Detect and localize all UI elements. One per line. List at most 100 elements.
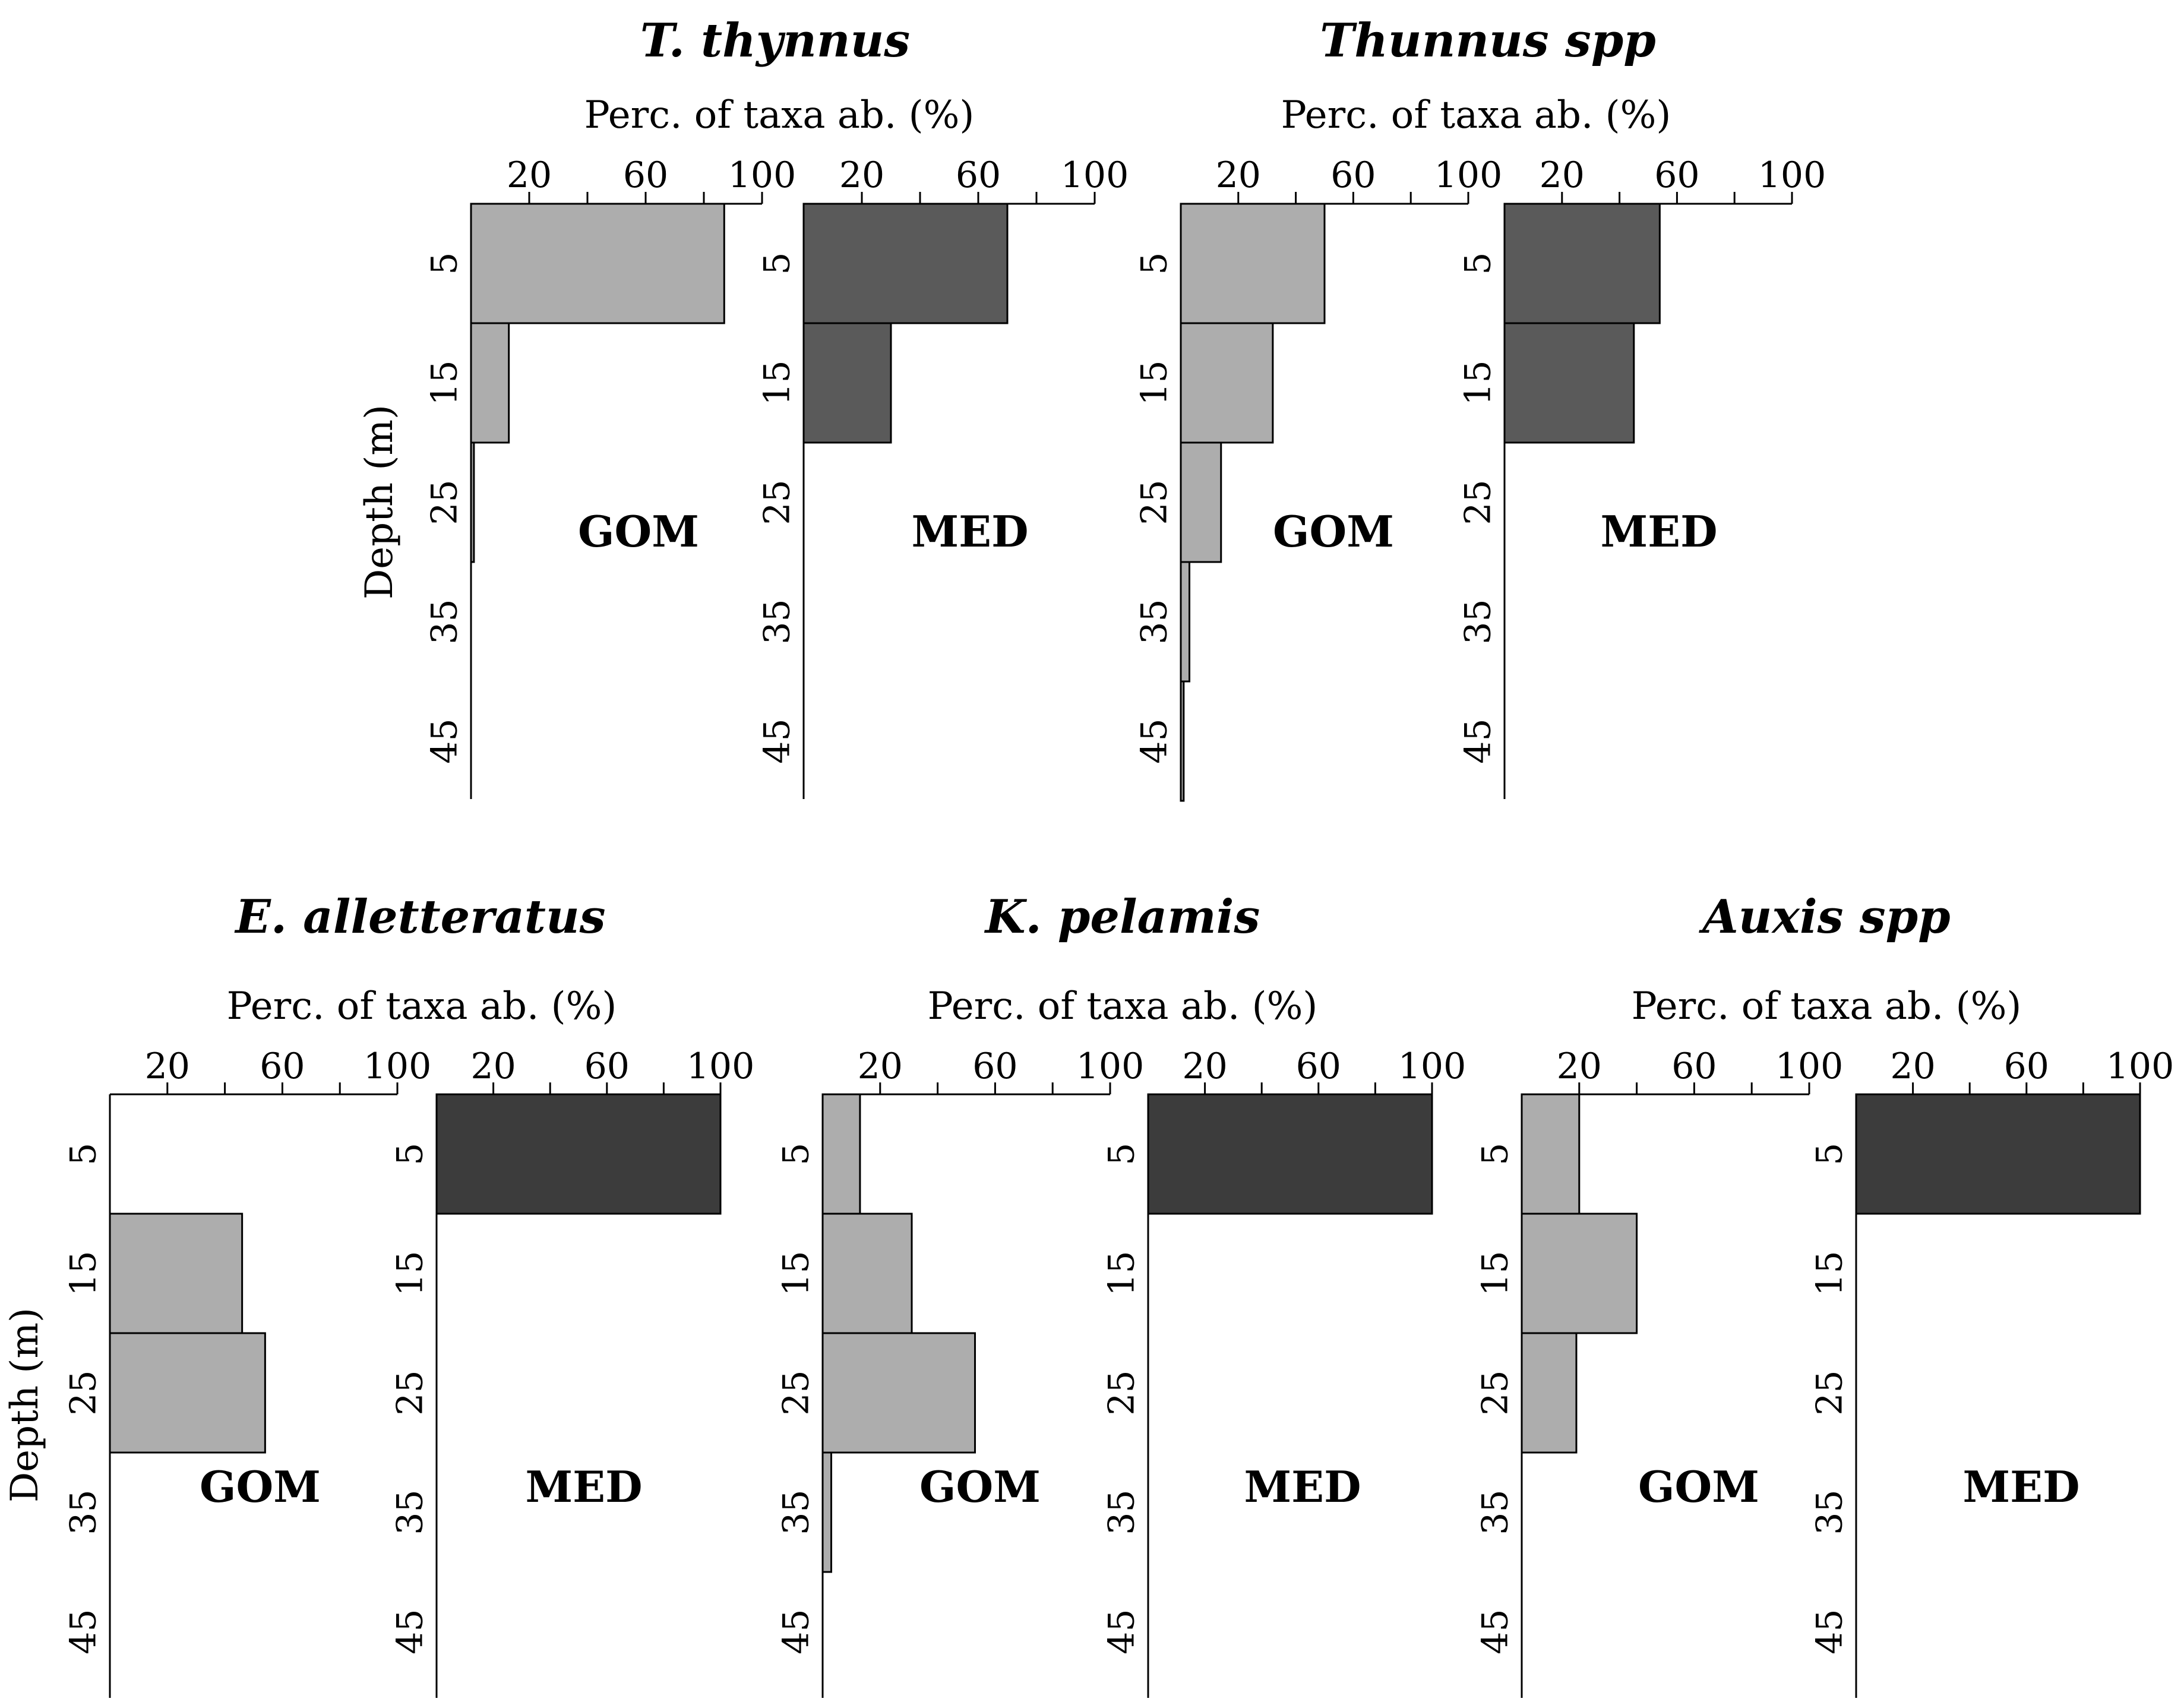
x-tick-label: 60 (623, 154, 668, 196)
bar-gom-bin-1 (1180, 322, 1274, 444)
y-tick-label: 35 (757, 599, 798, 644)
y-tick-label: 5 (390, 1142, 431, 1165)
x-tick-label: 100 (1758, 154, 1826, 196)
x-tick-label: 100 (364, 1046, 432, 1087)
y-tick-label: 45 (1475, 1609, 1516, 1654)
y-tick-label: 5 (63, 1142, 105, 1165)
x-axis-title: Perc. of taxa ab. (%) (1281, 93, 1671, 137)
panel-title: T. thynnus (640, 14, 910, 68)
bar-med-bin-1 (802, 322, 892, 444)
y-tick-label: 45 (776, 1609, 817, 1654)
x-tick-label: 100 (1398, 1046, 1466, 1087)
bar-med-bin-0 (1147, 1093, 1433, 1215)
region-label-gom: GOM (578, 506, 699, 557)
bar-gom-bin-1 (109, 1213, 244, 1334)
x-tick-label: 60 (972, 1046, 1017, 1087)
y-tick-label: 5 (776, 1142, 817, 1165)
x-tick-label: 60 (2004, 1046, 2049, 1087)
region-label-med: MED (1600, 506, 1717, 557)
x-tick-label: 100 (1434, 154, 1503, 196)
bar-gom-bin-3 (821, 1451, 833, 1573)
x-tick-label: 100 (687, 1046, 755, 1087)
y-tick-label: 35 (63, 1489, 105, 1535)
bar-gom-bin-0 (1521, 1093, 1581, 1215)
panel-title: Thunnus spp (1320, 14, 1656, 68)
y-tick-label: 35 (1134, 599, 1175, 644)
region-label-gom: GOM (1273, 506, 1394, 557)
x-tick-label: 100 (1775, 1046, 1844, 1087)
y-tick-label: 15 (1101, 1251, 1143, 1296)
bar-gom-bin-1 (470, 322, 510, 444)
y-tick-label: 35 (776, 1489, 817, 1535)
x-tick-label: 100 (728, 154, 797, 196)
y-tick-label: 25 (424, 479, 466, 525)
region-label-med: MED (1244, 1461, 1361, 1512)
y-tick-label: 15 (1809, 1251, 1851, 1296)
y-tick-label: 25 (1475, 1370, 1516, 1415)
panel-title: K. pelamis (984, 890, 1260, 944)
y-tick-label: 45 (1809, 1609, 1851, 1654)
x-tick-label: 60 (260, 1046, 305, 1087)
x-tick-label: 100 (1061, 154, 1129, 196)
y-tick-label: 45 (424, 718, 466, 763)
bar-gom-bin-2 (821, 1332, 976, 1454)
y-tick-label: 25 (776, 1370, 817, 1415)
y-tick-label: 25 (1809, 1370, 1851, 1415)
x-tick-label: 60 (1654, 154, 1699, 196)
x-axis-title: Perc. of taxa ab. (%) (584, 93, 975, 137)
y-tick-label: 15 (1475, 1251, 1516, 1296)
y-tick-label: 25 (1134, 479, 1175, 525)
y-tick-label: 25 (63, 1370, 105, 1415)
x-tick-label: 20 (507, 154, 552, 196)
bar-med-bin-0 (1855, 1093, 2141, 1215)
y-tick-label: 45 (1101, 1609, 1143, 1654)
y-tick-label: 25 (1458, 479, 1499, 525)
bar-gom-bin-1 (1521, 1213, 1638, 1334)
y-tick-label: 35 (1458, 599, 1499, 644)
x-axis-title: Perc. of taxa ab. (%) (928, 984, 1318, 1028)
y-tick-label: 45 (390, 1609, 431, 1654)
y-tick-label: 5 (1809, 1142, 1851, 1165)
x-tick-label: 20 (858, 1046, 903, 1087)
bar-med-bin-1 (1503, 322, 1635, 444)
panel-title: E. alletteratus (234, 890, 605, 944)
y-tick-label: 15 (1134, 360, 1175, 405)
y-tick-label: 5 (1458, 252, 1499, 274)
y-tick-label: 45 (1458, 718, 1499, 763)
x-tick-label: 20 (1540, 154, 1585, 196)
x-tick-label: 20 (839, 154, 884, 196)
x-tick-label: 100 (1076, 1046, 1145, 1087)
y-axis-title: Depth (m) (3, 1308, 47, 1502)
x-tick-label: 20 (145, 1046, 190, 1087)
bar-med-bin-0 (435, 1093, 722, 1215)
bar-gom-bin-2 (109, 1332, 266, 1454)
x-tick-label: 20 (1557, 1046, 1602, 1087)
bar-gom-bin-2 (1521, 1332, 1578, 1454)
region-label-gom: GOM (919, 1461, 1041, 1512)
y-tick-label: 35 (1101, 1489, 1143, 1535)
y-tick-label: 35 (1809, 1489, 1851, 1535)
x-tick-label: 20 (470, 1046, 516, 1087)
y-tick-label: 15 (424, 360, 466, 405)
region-label-gom: GOM (200, 1461, 321, 1512)
region-label-gom: GOM (1638, 1461, 1759, 1512)
bar-gom-bin-0 (821, 1093, 861, 1215)
y-tick-label: 35 (1475, 1489, 1516, 1535)
x-tick-label: 60 (1330, 154, 1376, 196)
bar-med-bin-0 (1503, 203, 1661, 324)
y-tick-label: 15 (776, 1251, 817, 1296)
bar-gom-bin-1 (821, 1213, 913, 1334)
bar-med-bin-0 (802, 203, 1009, 324)
y-tick-label: 15 (63, 1251, 105, 1296)
region-label-med: MED (525, 1461, 642, 1512)
y-tick-label: 25 (1101, 1370, 1143, 1415)
y-tick-label: 25 (390, 1370, 431, 1415)
x-tick-label: 60 (1296, 1046, 1341, 1087)
y-tick-label: 5 (757, 252, 798, 274)
bar-gom-bin-0 (1180, 203, 1326, 324)
x-tick-label: 20 (1890, 1046, 1935, 1087)
y-tick-label: 15 (1458, 360, 1499, 405)
x-tick-label: 20 (1216, 154, 1261, 196)
y-tick-label: 45 (1134, 718, 1175, 763)
